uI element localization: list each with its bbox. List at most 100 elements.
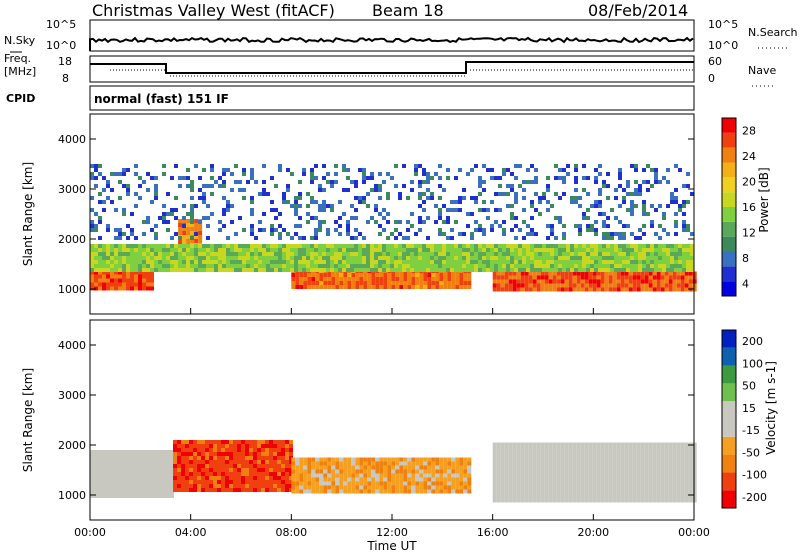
heatmap-cell — [366, 268, 370, 272]
heatmap-cell — [512, 466, 517, 471]
heatmap-cell — [410, 224, 414, 228]
heatmap-cell — [189, 452, 193, 456]
heatmap-cell — [650, 268, 654, 272]
heatmap-cell — [146, 244, 150, 248]
heatmap-cell — [370, 244, 374, 248]
heatmap-cell — [604, 498, 609, 503]
heatmap-cell — [580, 279, 585, 284]
heatmap-cell — [106, 256, 110, 260]
heatmap-cell — [258, 248, 262, 252]
heatmap-cell — [205, 460, 209, 464]
heatmap-cell — [682, 200, 686, 204]
heatmap-cell — [674, 268, 678, 272]
heatmap-cell — [552, 450, 557, 455]
heatmap-cell — [375, 461, 380, 466]
heatmap-cell — [648, 275, 653, 280]
colorbar-tick-label: 16 — [742, 201, 756, 214]
heatmap-cell — [323, 277, 328, 281]
heatmap-cell — [530, 204, 534, 208]
heatmap-cell — [371, 485, 376, 490]
heatmap-cell — [142, 450, 146, 454]
heatmap-cell — [226, 168, 230, 172]
heatmap-cell — [154, 478, 158, 482]
heatmap-cell — [106, 196, 110, 200]
heatmap-cell — [662, 264, 666, 268]
heatmap-cell — [672, 442, 677, 447]
heatmap-cell — [622, 224, 626, 228]
heatmap-cell — [668, 287, 673, 292]
heatmap-cell — [289, 480, 293, 484]
heatmap-cell — [435, 481, 440, 486]
heatmap-cell — [562, 260, 566, 264]
heatmap-cell — [269, 464, 273, 468]
heatmap-cell — [326, 248, 330, 252]
heatmap-cell — [584, 446, 589, 451]
heatmap-cell — [552, 462, 557, 467]
heatmap-cell — [506, 168, 510, 172]
heatmap-cell — [604, 470, 609, 475]
heatmap-cell — [556, 494, 561, 499]
heatmap-cell — [602, 248, 606, 252]
heatmap-cell — [217, 460, 221, 464]
heatmap-cell — [562, 268, 566, 272]
heatmap-cell — [158, 462, 162, 466]
heatmap-cell — [439, 481, 444, 486]
heatmap-cell — [415, 281, 420, 285]
heatmap-cell — [447, 465, 452, 470]
heatmap-cell — [134, 494, 138, 498]
heatmap-cell — [194, 260, 198, 264]
heatmap-cell — [351, 465, 356, 470]
heatmap-cell — [458, 200, 462, 204]
heatmap-cell — [442, 220, 446, 224]
heatmap-cell — [146, 216, 150, 220]
heatmap-cell — [134, 458, 138, 462]
heatmap-cell — [467, 277, 472, 281]
heatmap-cell — [134, 164, 138, 168]
heatmap-cell — [142, 244, 146, 248]
heatmap-cell — [102, 474, 106, 478]
heatmap-cell — [538, 248, 542, 252]
heatmap-cell — [504, 466, 509, 471]
heatmap-cell — [197, 452, 201, 456]
heatmap-cell — [532, 470, 537, 475]
heatmap-cell — [411, 281, 416, 285]
heatmap-cell — [189, 456, 193, 460]
heatmap-cell — [355, 481, 360, 486]
heatmap-cell — [126, 168, 130, 172]
heatmap-cell — [588, 454, 593, 459]
heatmap-cell — [390, 252, 394, 256]
heatmap-cell — [423, 473, 428, 478]
heatmap-cell — [249, 452, 253, 456]
heatmap-cell — [166, 458, 170, 462]
heatmap-cell — [600, 287, 605, 292]
heatmap-cell — [427, 485, 432, 490]
heatmap-cell — [674, 212, 678, 216]
heatmap-cell — [355, 489, 360, 494]
heatmap-cell — [406, 252, 410, 256]
heatmap-cell — [568, 482, 573, 487]
heatmap-cell — [536, 271, 541, 276]
heatmap-cell — [291, 281, 296, 285]
heatmap-cell — [470, 248, 474, 252]
heatmap-cell — [285, 456, 289, 460]
heatmap-cell — [630, 192, 634, 196]
heatmap-cell — [391, 481, 396, 486]
heatmap-cell — [474, 252, 478, 256]
heatmap-cell — [270, 244, 274, 248]
heatmap-cell — [522, 248, 526, 252]
heatmap-cell — [289, 456, 293, 460]
heatmap-cell — [281, 468, 285, 472]
heatmap-cell — [375, 457, 380, 462]
heatmap-cell — [351, 285, 356, 289]
nave-tick-bottom: 0 — [708, 72, 715, 85]
heatmap-cell — [177, 460, 181, 464]
heatmap-cell — [640, 275, 645, 280]
heatmap-cell — [383, 473, 388, 478]
heatmap-cell — [618, 248, 622, 252]
heatmap-cell — [482, 228, 486, 232]
heatmap-cell — [154, 482, 158, 486]
heatmap-cell — [447, 273, 452, 277]
heatmap-cell — [193, 440, 197, 444]
